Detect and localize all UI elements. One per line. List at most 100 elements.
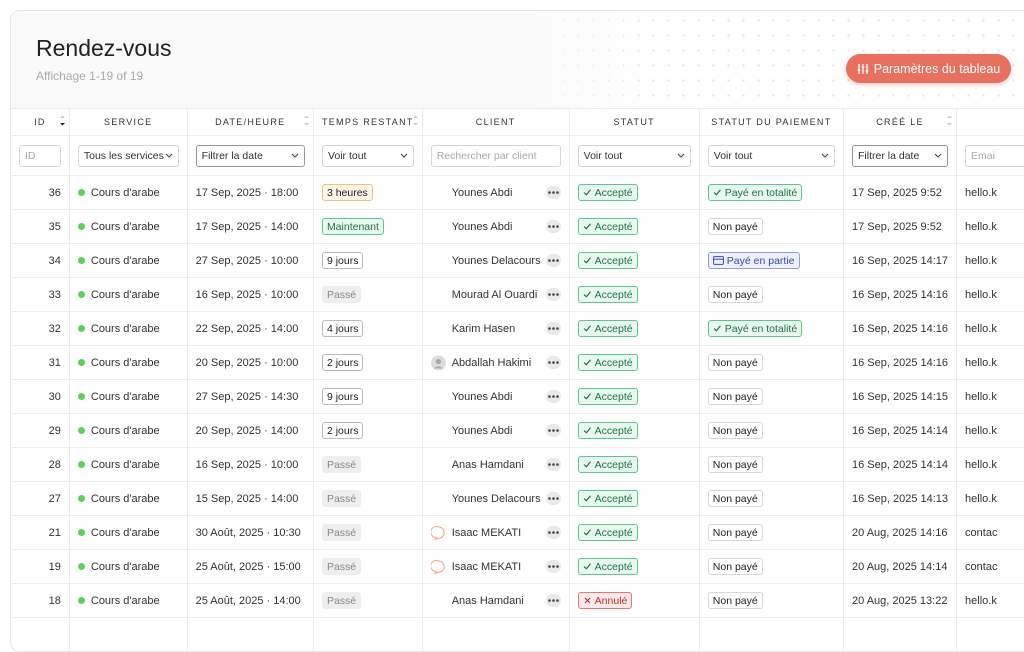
appointment-row[interactable]: 36 Cours d'arabe 17 Sep, 2025 · 18:00 3 heu… [11, 175, 1024, 210]
appointment-row[interactable] [11, 617, 1024, 651]
column-header[interactable]: TEMPS RESTANT [313, 108, 423, 136]
status-text: Accepté [594, 254, 633, 267]
service-name: Cours d'arabe [90, 492, 160, 505]
column-header[interactable]: DATE/HEURE [187, 108, 314, 136]
table-settings-button[interactable]: Paramètres du tableau [846, 54, 1011, 83]
column-header[interactable]: ID [11, 108, 70, 136]
appointment-row[interactable]: 32 Cours d'arabe 22 Sep, 2025 · 14:00 4 jou… [11, 311, 1024, 346]
payment-text: Non payé [712, 356, 758, 369]
dots [547, 599, 559, 602]
dots [547, 361, 559, 364]
payment-badge: Payé en totalité [707, 184, 803, 201]
remaining-badge: Passé [321, 456, 362, 473]
service-name: Cours d'arabe [90, 458, 160, 471]
id-cell: 28 [11, 447, 70, 482]
appointment-row[interactable]: 35 Cours d'arabe 17 Sep, 2025 · 14:00 Maint… [11, 209, 1024, 244]
created-cell: 16 Sep, 2025 14:14 [843, 413, 958, 448]
chevron [677, 153, 685, 158]
client-menu[interactable] [545, 220, 561, 233]
filter-cell: Tous les services [69, 135, 188, 176]
appointment-row[interactable]: 21 Cours d'arabe 30 Août, 2025 · 10:30 Pass… [11, 515, 1024, 550]
created-cell: 16 Sep, 2025 14:16 [843, 277, 958, 312]
column-header[interactable]: STATUT [569, 108, 700, 136]
filter-input[interactable]: Rechercher par client [430, 144, 561, 167]
client-menu[interactable] [545, 424, 561, 437]
payment-text: Payé en partie [726, 254, 795, 267]
status-cell: Annulé [569, 583, 700, 618]
appointment-row[interactable]: 19 Cours d'arabe 25 Août, 2025 · 15:00 Pass… [11, 549, 1024, 584]
client-menu[interactable] [545, 254, 561, 267]
email-cell: hello.k [956, 583, 1024, 618]
client-menu[interactable] [545, 322, 561, 335]
client-cell: Younes Abdi [422, 175, 570, 210]
service-dot [77, 596, 85, 604]
client-wrap: Younes Abdi [431, 186, 561, 199]
date-cell: 30 Août, 2025 · 10:30 [187, 515, 314, 550]
client-cell: Younes Delacours [422, 243, 570, 278]
client-menu[interactable] [545, 390, 561, 403]
id-cell: 27 [11, 481, 70, 516]
created-cell: 20 Aug, 2025 14:14 [843, 549, 958, 584]
column-header[interactable]: CLIENT [422, 108, 570, 136]
filter-input[interactable]: Emai [965, 144, 1024, 167]
appointment-row[interactable]: 30 Cours d'arabe 27 Sep, 2025 · 14:30 9 jou… [11, 379, 1024, 414]
appointment-row[interactable]: 31 Cours d'arabe 20 Sep, 2025 · 10:00 2 jou… [11, 345, 1024, 380]
service-name: Cours d'arabe [90, 390, 160, 403]
appointment-row[interactable]: 27 Cours d'arabe 15 Sep, 2025 · 14:00 Passé… [11, 481, 1024, 516]
status-text: Accepté [594, 560, 633, 573]
client-cell: Isaac MEKATI [422, 549, 570, 584]
remaining-badge: 3 heures [321, 184, 373, 201]
client-menu[interactable] [545, 458, 561, 471]
appointment-row[interactable]: 33 Cours d'arabe 16 Sep, 2025 · 10:00 Passé… [11, 277, 1024, 312]
service-dot [77, 222, 85, 230]
filter-input[interactable]: ID [19, 144, 61, 167]
filter-select[interactable]: Voir tout [321, 144, 414, 167]
column-header[interactable]: STATUT DU PAIEMENT [699, 108, 845, 136]
client-menu[interactable] [545, 288, 561, 301]
filter-select[interactable]: Filtrer la date [195, 144, 305, 167]
status-cell: Accepté [569, 345, 700, 380]
client-wrap: Anas Hamdani [431, 594, 561, 607]
table-head: ID SERVICE DATE/HEURE TEMPS RESTANT CLIENT ST… [11, 108, 1024, 176]
dots [547, 293, 559, 296]
client-menu[interactable] [545, 526, 561, 539]
filter-select[interactable]: Tous les services [77, 144, 179, 167]
remaining-cell: 2 jours [313, 413, 423, 448]
header-row: ID SERVICE DATE/HEURE TEMPS RESTANT CLIENT ST… [11, 108, 1024, 136]
column-header[interactable]: SERVICE [69, 108, 188, 136]
service-cell: Cours d'arabe [69, 345, 188, 380]
client-menu[interactable] [545, 356, 561, 369]
date-cell: 15 Sep, 2025 · 14:00 [187, 481, 314, 516]
service-cell: Cours d'arabe [69, 413, 188, 448]
client-menu[interactable] [545, 492, 561, 505]
service-dot [77, 188, 85, 196]
remaining-cell: Passé [313, 481, 423, 516]
appointment-row[interactable]: 18 Cours d'arabe 25 Août, 2025 · 14:00 Pass… [11, 583, 1024, 618]
filter-select[interactable]: Voir tout [707, 144, 836, 167]
column-header[interactable] [956, 108, 1024, 136]
appointment-row[interactable]: 28 Cours d'arabe 16 Sep, 2025 · 10:00 Passé… [11, 447, 1024, 482]
appointments-card: Rendez-vous Affichage 1-19 of 19 Paramèt… [10, 10, 1024, 652]
remaining-badge: Passé [321, 524, 362, 541]
dots [547, 463, 559, 466]
filter-select[interactable]: Filtrer la date [852, 144, 949, 167]
status-text: Accepté [594, 288, 633, 301]
cell [699, 617, 845, 651]
appointments-table: ID SERVICE DATE/HEURE TEMPS RESTANT CLIENT ST… [11, 108, 1024, 651]
client-menu[interactable] [545, 186, 561, 199]
service-cell: Cours d'arabe [69, 515, 188, 550]
column-header[interactable]: CRÉÉ LE [843, 108, 958, 136]
created-cell: 20 Aug, 2025 13:22 [843, 583, 958, 618]
filter-select[interactable]: Voir tout [577, 144, 691, 167]
client-menu[interactable] [545, 594, 561, 607]
id-cell: 29 [11, 413, 70, 448]
status-cell: Accepté [569, 481, 700, 516]
status-badge: Accepté [577, 354, 638, 371]
appointment-row[interactable]: 29 Cours d'arabe 20 Sep, 2025 · 14:00 2 jou… [11, 413, 1024, 448]
payment-text: Non payé [712, 560, 758, 573]
client-icon [430, 559, 445, 574]
client-menu[interactable] [545, 560, 561, 573]
payment-cell: Non payé [699, 277, 845, 312]
appointment-row[interactable]: 34 Cours d'arabe 27 Sep, 2025 · 10:00 9 jou… [11, 243, 1024, 278]
payment-badge: Non payé [707, 354, 763, 371]
